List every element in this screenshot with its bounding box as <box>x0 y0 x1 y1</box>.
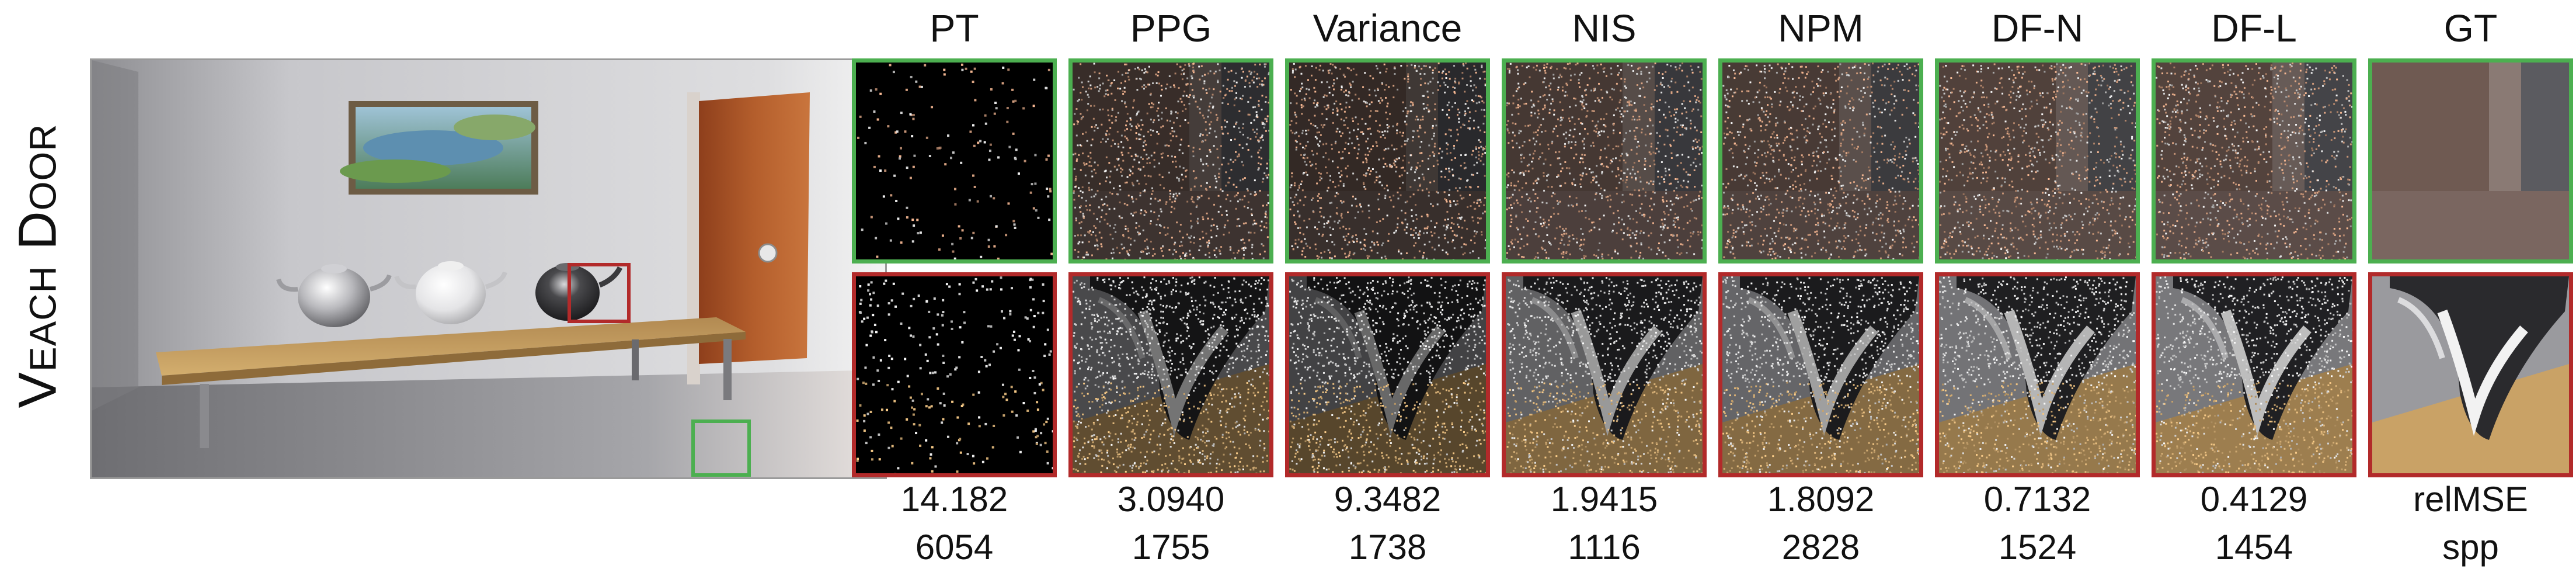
green-inset-image <box>2372 63 2569 259</box>
green-inset-image <box>1506 63 1703 259</box>
red-inset-image <box>2372 276 2569 473</box>
spp-value: 2828 <box>1781 528 1860 567</box>
relmse-value: 9.3482 <box>1334 480 1442 519</box>
method-column: PT 14.182 6054 <box>852 0 1057 579</box>
method-name: NPM <box>1778 6 1864 50</box>
relmse-value: 3.0940 <box>1117 480 1225 519</box>
green-inset-image <box>1073 63 1269 259</box>
green-inset-crop <box>852 58 1057 264</box>
green-inset-image <box>2156 63 2352 259</box>
method-column: Variance 9.3482 1738 <box>1285 0 1490 579</box>
green-inset-crop <box>1935 58 2140 264</box>
method-column: DF-N 0.7132 1524 <box>1935 0 2140 579</box>
green-inset-image <box>1939 63 2136 259</box>
method-name: DF-N <box>1991 6 2084 50</box>
method-column: NIS 1.9415 1116 <box>1502 0 1707 579</box>
method-name: DF-L <box>2211 6 2297 50</box>
green-inset-image <box>1289 63 1486 259</box>
method-column: GT relMSE spp <box>2368 0 2573 579</box>
red-inset-crop <box>1068 272 1273 477</box>
red-inset-image <box>1506 276 1703 473</box>
red-inset-image <box>1939 276 2136 473</box>
method-column: NPM 1.8092 2828 <box>1718 0 1923 579</box>
red-inset-crop <box>1935 272 2140 477</box>
scene-label: Veach Door <box>0 0 76 579</box>
relmse-value: 1.8092 <box>1767 480 1875 519</box>
green-inset-image <box>856 63 1053 259</box>
red-inset-crop <box>2368 272 2573 477</box>
method-name: PPG <box>1130 6 1212 50</box>
spp-value: 1755 <box>1132 528 1210 567</box>
red-inset-image <box>856 276 1053 473</box>
green-inset-image <box>1722 63 1919 259</box>
red-inset-crop <box>1502 272 1707 477</box>
spp-value: 1116 <box>1568 528 1641 567</box>
method-name: PT <box>930 6 979 50</box>
red-inset-image <box>2156 276 2352 473</box>
red-inset-crop <box>852 272 1057 477</box>
relmse-value: 1.9415 <box>1550 480 1658 519</box>
green-inset-crop <box>2152 58 2356 264</box>
relmse-value: relMSE <box>2413 480 2528 519</box>
green-inset-crop <box>1068 58 1273 264</box>
green-inset-crop <box>1718 58 1923 264</box>
red-inset-image <box>1289 276 1486 473</box>
method-column: PPG 3.0940 1755 <box>1068 0 1273 579</box>
relmse-value: 0.4129 <box>2200 480 2308 519</box>
method-column: DF-L 0.4129 1454 <box>2152 0 2356 579</box>
relmse-value: 0.7132 <box>1983 480 2091 519</box>
green-inset-crop <box>1285 58 1490 264</box>
red-inset-crop <box>1718 272 1923 477</box>
method-name: NIS <box>1572 6 1637 50</box>
spp-value: 1738 <box>1348 528 1427 567</box>
reference-render <box>90 58 887 479</box>
red-inset-crop <box>1285 272 1490 477</box>
spp-value: 1524 <box>1998 528 2077 567</box>
spp-value: 1454 <box>2215 528 2293 567</box>
method-name: GT <box>2443 6 2498 50</box>
red-inset-image <box>1073 276 1269 473</box>
scene-name: Veach Door <box>8 123 68 408</box>
relmse-value: 14.182 <box>900 480 1008 519</box>
reference-scene-image <box>92 60 885 477</box>
green-inset-crop <box>2368 58 2573 264</box>
red-inset-image <box>1722 276 1919 473</box>
red-inset-crop <box>2152 272 2356 477</box>
spp-value: 6054 <box>915 528 994 567</box>
green-inset-crop <box>1502 58 1707 264</box>
method-name: Variance <box>1313 6 1463 50</box>
spp-value: spp <box>2442 528 2499 567</box>
